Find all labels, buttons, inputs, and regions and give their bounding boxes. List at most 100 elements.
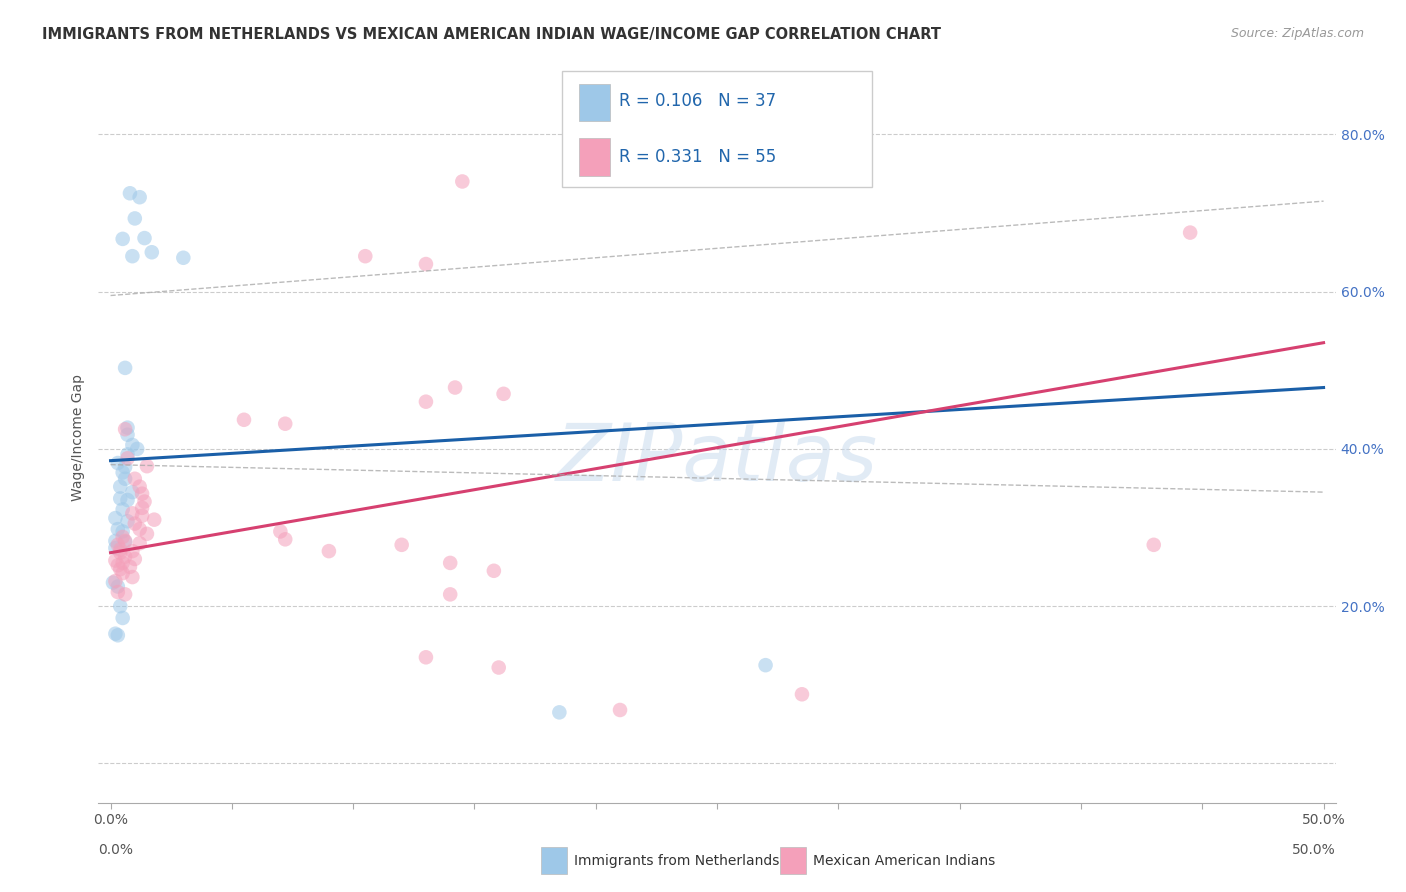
- Point: [233, 413, 256, 427]
- Text: Immigrants from Netherlands: Immigrants from Netherlands: [574, 854, 779, 868]
- Point: [124, 516, 146, 531]
- Point: [110, 480, 132, 494]
- Point: [415, 257, 437, 271]
- Point: [104, 553, 127, 567]
- Point: [1178, 226, 1201, 240]
- Point: [111, 232, 134, 246]
- Point: [128, 536, 150, 550]
- Point: [128, 190, 150, 204]
- Point: [492, 387, 515, 401]
- Point: [269, 524, 291, 539]
- Point: [121, 438, 143, 452]
- Point: [318, 544, 340, 558]
- Point: [111, 502, 134, 516]
- Point: [127, 442, 149, 456]
- Point: [439, 556, 461, 570]
- Point: [111, 556, 134, 570]
- Point: [107, 538, 129, 552]
- Point: [110, 599, 132, 614]
- Point: [114, 472, 136, 486]
- Point: [117, 451, 139, 466]
- Point: [128, 522, 150, 536]
- Point: [439, 587, 461, 601]
- Point: [124, 211, 146, 226]
- Point: [415, 650, 437, 665]
- Point: [444, 380, 467, 394]
- Point: [141, 245, 163, 260]
- Point: [124, 552, 146, 566]
- Point: [111, 530, 134, 544]
- Point: [121, 485, 143, 500]
- Point: [124, 472, 146, 486]
- Point: [107, 585, 129, 599]
- Point: [114, 587, 136, 601]
- Point: [121, 249, 143, 263]
- Point: [117, 427, 139, 442]
- Point: [111, 566, 134, 581]
- Point: [274, 533, 297, 547]
- Point: [107, 580, 129, 594]
- Point: [1143, 538, 1166, 552]
- Point: [415, 394, 437, 409]
- Point: [117, 514, 139, 528]
- Point: [136, 459, 159, 474]
- Point: [274, 417, 297, 431]
- Point: [128, 480, 150, 494]
- Point: [391, 538, 413, 552]
- Point: [354, 249, 377, 263]
- Point: [121, 507, 143, 521]
- Point: [755, 658, 778, 673]
- Point: [110, 546, 132, 560]
- Point: [134, 231, 156, 245]
- Point: [107, 456, 129, 470]
- Point: [121, 544, 143, 558]
- Point: [118, 186, 141, 201]
- Point: [114, 460, 136, 475]
- Point: [548, 706, 571, 720]
- Point: [172, 251, 194, 265]
- Point: [117, 447, 139, 461]
- Point: [134, 494, 156, 508]
- Point: [790, 687, 813, 701]
- Text: R = 0.331   N = 55: R = 0.331 N = 55: [619, 148, 776, 166]
- Point: [114, 360, 136, 375]
- Point: [111, 611, 134, 625]
- Point: [121, 570, 143, 584]
- Point: [110, 562, 132, 576]
- Text: Source: ZipAtlas.com: Source: ZipAtlas.com: [1230, 27, 1364, 40]
- Point: [451, 174, 474, 188]
- Point: [114, 534, 136, 549]
- Point: [104, 574, 127, 588]
- Point: [107, 558, 129, 573]
- Point: [114, 549, 136, 564]
- Point: [131, 500, 153, 515]
- Point: [111, 524, 134, 539]
- Point: [114, 422, 136, 436]
- Point: [482, 564, 505, 578]
- Text: Mexican American Indians: Mexican American Indians: [813, 854, 995, 868]
- Point: [609, 703, 631, 717]
- Text: R = 0.106   N = 37: R = 0.106 N = 37: [619, 93, 776, 111]
- Point: [101, 575, 124, 590]
- Point: [143, 513, 166, 527]
- Point: [131, 486, 153, 500]
- Point: [110, 542, 132, 557]
- Point: [104, 533, 127, 548]
- Point: [136, 526, 159, 541]
- Text: ZIPatlas: ZIPatlas: [555, 420, 879, 498]
- Point: [114, 533, 136, 548]
- Point: [131, 508, 153, 523]
- Point: [104, 511, 127, 525]
- Point: [117, 493, 139, 508]
- Point: [104, 626, 127, 640]
- Point: [107, 628, 129, 642]
- Point: [111, 466, 134, 480]
- Point: [117, 420, 139, 434]
- Point: [118, 559, 141, 574]
- Text: 50.0%: 50.0%: [1292, 843, 1336, 857]
- Text: 0.0%: 0.0%: [98, 843, 134, 857]
- Text: IMMIGRANTS FROM NETHERLANDS VS MEXICAN AMERICAN INDIAN WAGE/INCOME GAP CORRELATI: IMMIGRANTS FROM NETHERLANDS VS MEXICAN A…: [42, 27, 941, 42]
- Y-axis label: Wage/Income Gap: Wage/Income Gap: [72, 374, 86, 500]
- Point: [488, 660, 510, 674]
- Point: [107, 522, 129, 536]
